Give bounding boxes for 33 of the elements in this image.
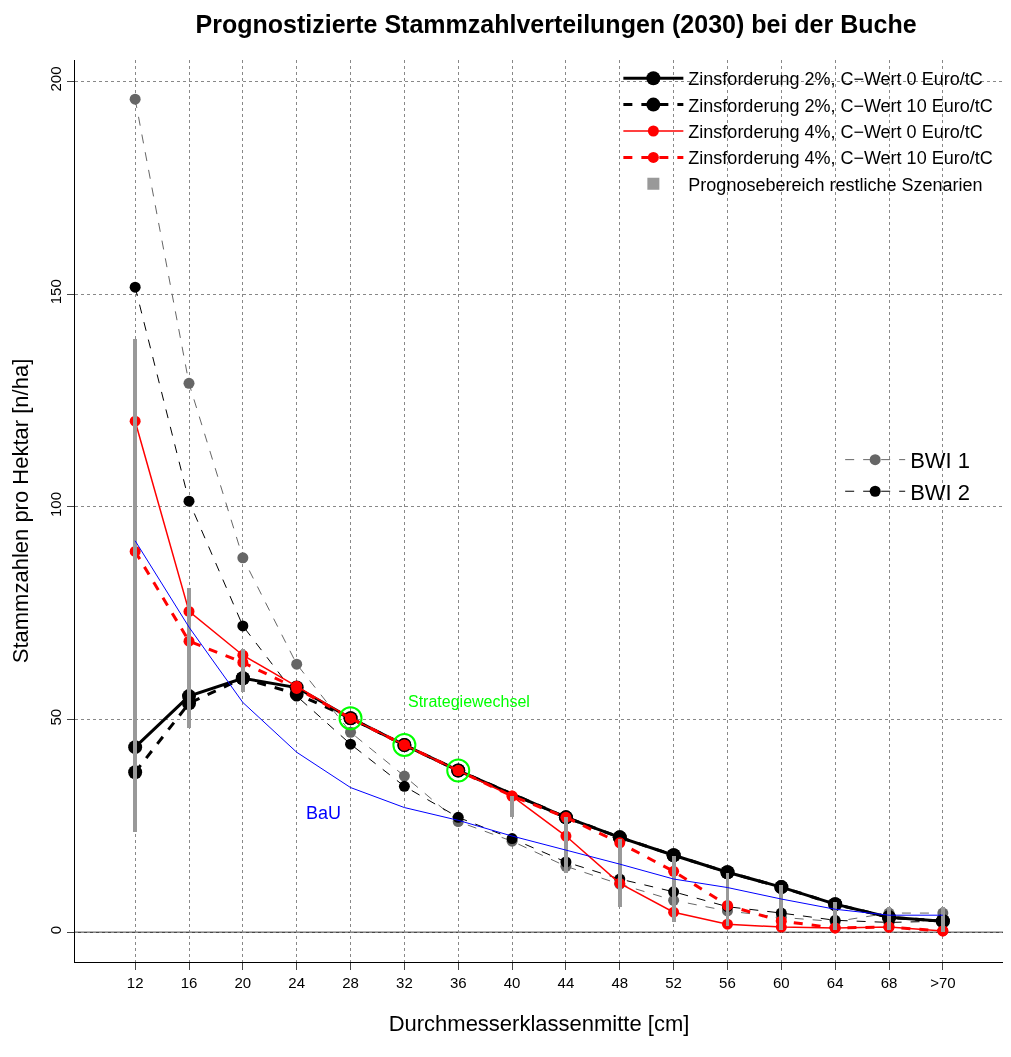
y-axis-title: Stammzahlen pro Hektar [n/ha]: [7, 358, 33, 664]
y-tick-label: 50: [47, 708, 64, 726]
legend-label: Zinsforderung 4%, C−Wert 0 Euro/tC: [688, 122, 983, 143]
legend-label: Zinsforderung 4%, C−Wert 10 Euro/tC: [688, 148, 993, 169]
x-tick-label: 20: [234, 974, 252, 991]
annotation: Strategiewechsel: [408, 693, 530, 710]
y-tick-label: 200: [47, 66, 64, 92]
x-tick-label: 48: [611, 974, 629, 991]
legend-label: Zinsforderung 2%, C−Wert 10 Euro/tC: [688, 95, 993, 116]
legend-label: Zinsforderung 2%, C−Wert 0 Euro/tC: [688, 69, 983, 90]
y-tick-label: 100: [47, 491, 64, 518]
x-tick-label: 52: [665, 974, 682, 991]
x-tick-label: 16: [180, 974, 198, 991]
x-tick-label: 68: [880, 974, 898, 991]
chart-title: Prognostizierte Stammzahlverteilungen (2030) bei der Buche: [195, 10, 917, 39]
x-tick-label: 12: [126, 974, 144, 991]
series-label: BaU: [306, 803, 342, 823]
x-tick-label: 28: [342, 974, 359, 991]
x-tick-label: >70: [930, 974, 956, 991]
x-tick-label: 60: [772, 974, 790, 991]
x-tick-label: 64: [826, 974, 844, 991]
x-tick-label: 36: [449, 974, 467, 991]
y-tick-label: 150: [47, 279, 64, 305]
x-tick-label: 40: [503, 974, 521, 991]
legend-label: BWI 2: [910, 479, 971, 505]
y-tick-label: 0: [47, 925, 64, 935]
x-tick-label: 44: [557, 974, 575, 991]
legend-label: BWI 1: [910, 448, 971, 474]
x-axis-title: Durchmesserklassenmitte [cm]: [388, 1010, 690, 1036]
x-tick-label: 56: [719, 974, 736, 991]
x-tick-label: 32: [396, 974, 413, 991]
x-tick-label: 24: [288, 974, 306, 991]
legend-label: Prognosebereich restliche Szenarien: [688, 174, 983, 195]
